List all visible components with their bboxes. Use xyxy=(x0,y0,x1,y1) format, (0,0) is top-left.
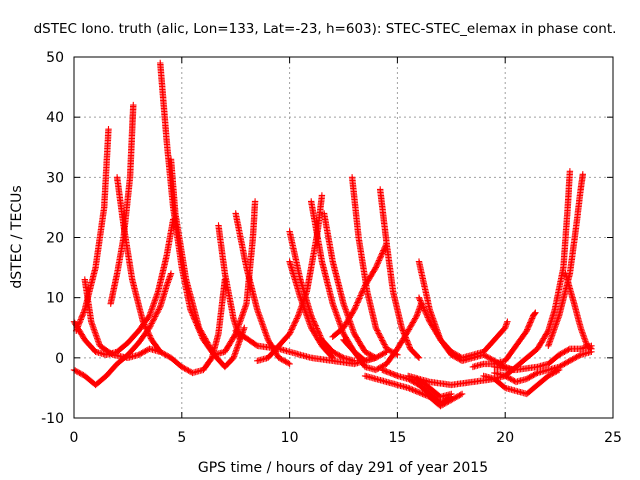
series-arc-24 xyxy=(405,366,563,398)
series-markers xyxy=(73,126,112,334)
series-markers xyxy=(361,372,466,410)
series-markers xyxy=(81,276,229,377)
series-arc-08 xyxy=(167,156,248,371)
series-markers xyxy=(469,309,539,371)
y-tick-label: 40 xyxy=(46,110,64,126)
series-markers xyxy=(415,294,511,361)
chart-title: dSTEC Iono. truth (alic, Lon=133, Lat=-2… xyxy=(34,21,617,37)
series-arc-04 xyxy=(81,276,229,377)
series-arc-14 xyxy=(286,258,336,361)
series-arc-32 xyxy=(562,270,595,352)
series-arc-28 xyxy=(480,168,574,383)
x-tick-label: 10 xyxy=(281,430,299,446)
y-tick-label: 10 xyxy=(46,291,64,307)
axis-layer: 0 5 10 15 20 25 -10 0 10 20 30 40 50 xyxy=(41,50,622,446)
x-tick-label: 5 xyxy=(177,430,186,446)
series-markers xyxy=(491,342,595,374)
series-markers xyxy=(545,171,586,349)
series-markers xyxy=(562,270,595,352)
series-arc-26 xyxy=(415,294,511,361)
series-arc-19 xyxy=(329,240,390,340)
series-arc-06 xyxy=(113,174,164,355)
x-tick-label: 15 xyxy=(388,430,406,446)
x-axis-label: GPS time / hours of day 291 of year 2015 xyxy=(198,460,488,476)
series-arc-09 xyxy=(215,222,244,343)
series-arc-25 xyxy=(413,375,455,401)
series-arc-20 xyxy=(377,186,423,361)
series-markers xyxy=(377,186,423,361)
y-tick-label: 50 xyxy=(46,50,64,66)
series-markers xyxy=(286,258,336,361)
series-markers xyxy=(167,156,248,371)
series-arc-10 xyxy=(232,210,293,368)
series-arc-31 xyxy=(545,171,586,349)
series-markers xyxy=(413,375,455,401)
series-markers xyxy=(491,348,595,386)
x-tick-label: 0 xyxy=(70,430,79,446)
x-tick-label: 25 xyxy=(604,430,622,446)
series-arc-13 xyxy=(286,228,358,364)
series-arc-27 xyxy=(469,309,539,371)
series-markers xyxy=(480,168,574,383)
y-axis-label: dSTEC / TECUs xyxy=(9,185,25,288)
series-arc-30 xyxy=(491,342,595,374)
series-arc-03 xyxy=(73,126,112,334)
series-markers xyxy=(329,240,390,340)
x-tick-label: 20 xyxy=(496,430,514,446)
series-layer xyxy=(70,59,595,410)
series-arc-22 xyxy=(361,372,466,410)
y-tick-label: 30 xyxy=(46,170,64,186)
series-markers xyxy=(405,366,563,398)
series-markers xyxy=(286,228,358,364)
y-tick-label: 0 xyxy=(55,351,64,367)
series-markers xyxy=(232,210,293,368)
series-markers xyxy=(215,222,244,343)
series-markers xyxy=(113,174,164,355)
y-tick-label: 20 xyxy=(46,231,64,247)
y-tick-label: -10 xyxy=(41,411,64,427)
series-arc-29 xyxy=(491,348,595,386)
